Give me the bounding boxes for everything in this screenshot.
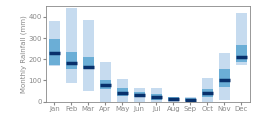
- Bar: [83, 20, 93, 91]
- Bar: [150, 94, 161, 100]
- Bar: [100, 80, 110, 89]
- Bar: [116, 79, 128, 102]
- Bar: [167, 97, 178, 102]
- Bar: [184, 97, 195, 102]
- Bar: [133, 88, 144, 102]
- Bar: [49, 39, 60, 65]
- Bar: [218, 53, 229, 100]
- Bar: [184, 98, 195, 101]
- Bar: [167, 97, 178, 101]
- Bar: [133, 92, 144, 97]
- Bar: [66, 52, 77, 69]
- Bar: [218, 69, 229, 87]
- Bar: [201, 78, 212, 102]
- Bar: [235, 13, 246, 65]
- Bar: [235, 46, 246, 62]
- Bar: [49, 21, 60, 66]
- Bar: [116, 88, 128, 96]
- Bar: [201, 89, 212, 97]
- Y-axis label: Monthly Rainfall (mm): Monthly Rainfall (mm): [20, 15, 27, 93]
- Bar: [66, 8, 77, 83]
- Bar: [150, 88, 161, 102]
- Bar: [100, 62, 110, 102]
- Bar: [83, 57, 93, 69]
